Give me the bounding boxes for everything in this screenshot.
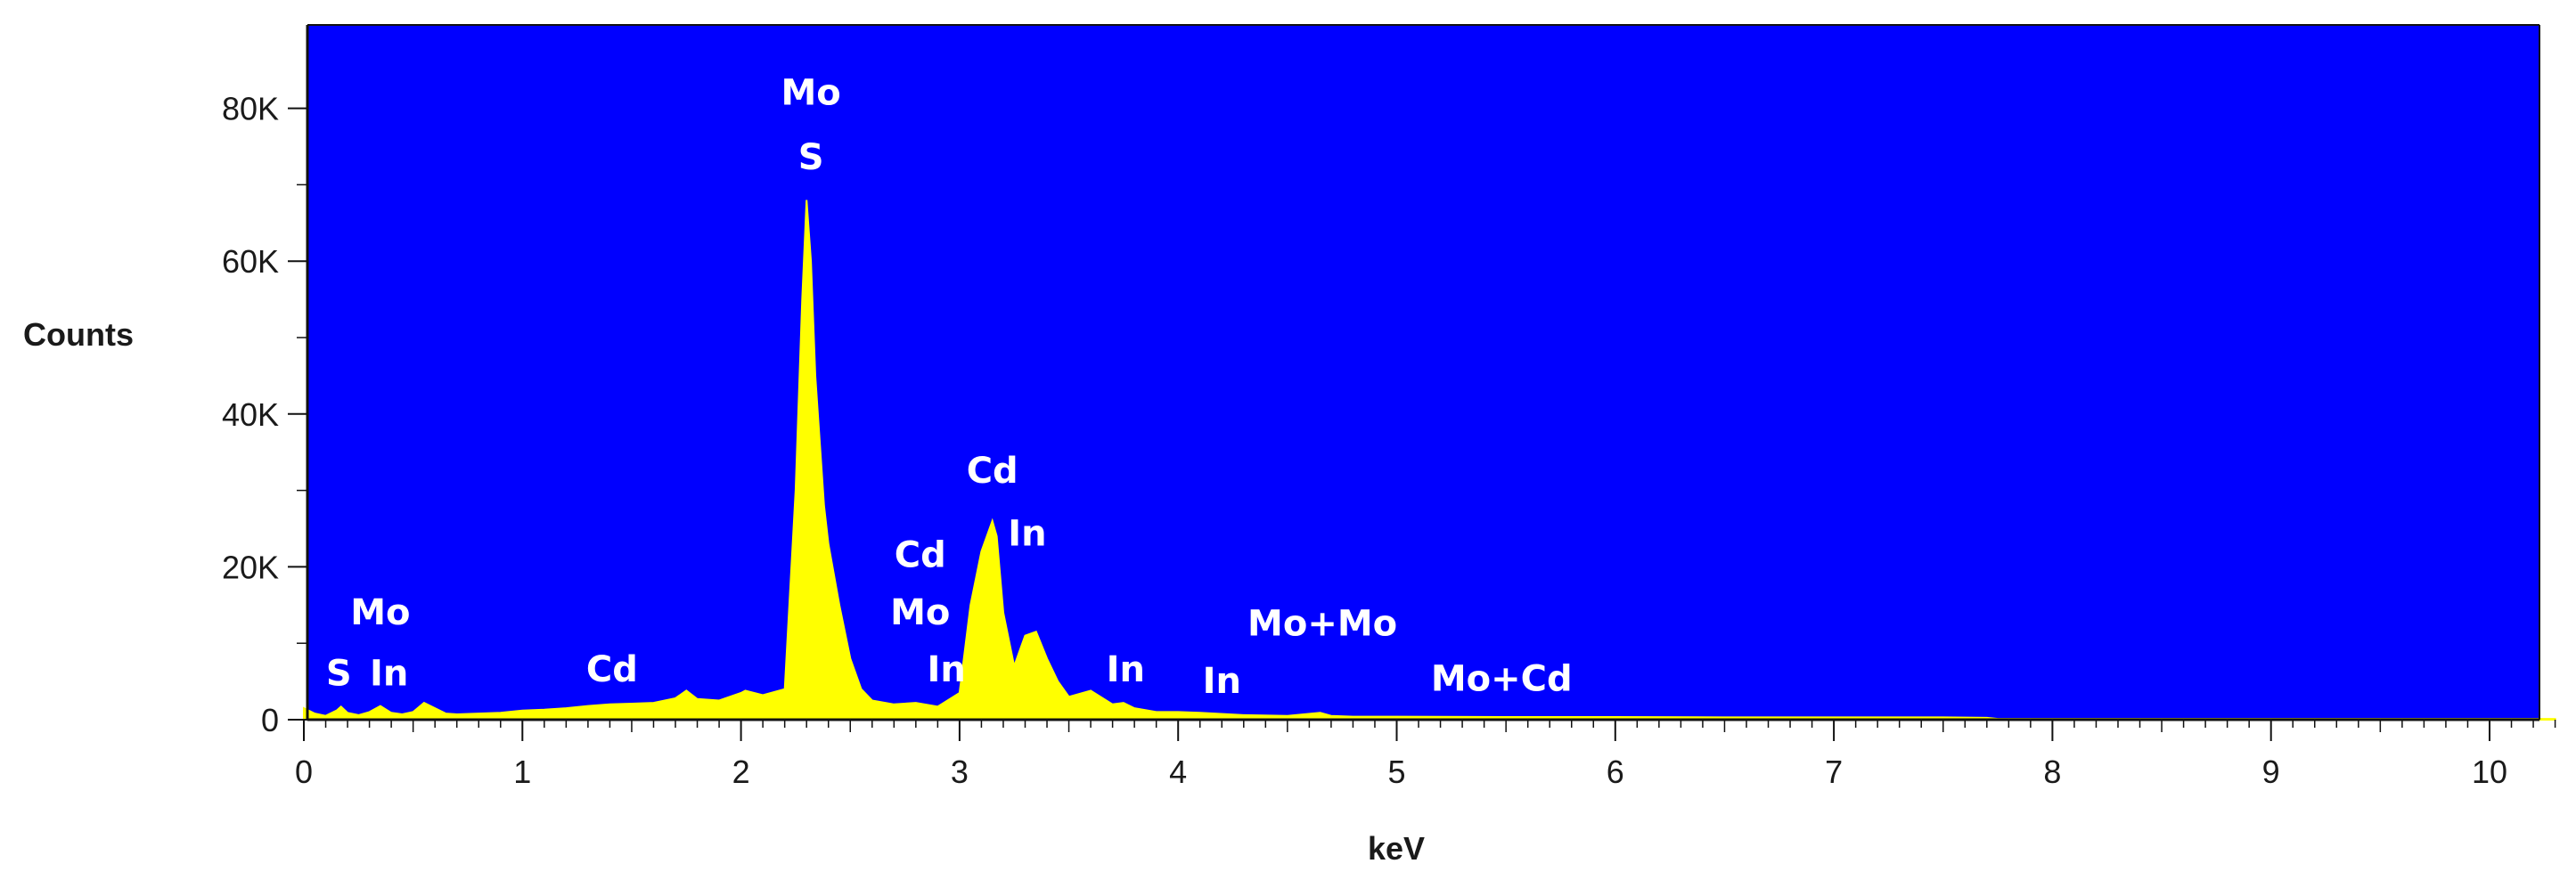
- peak-label: Cd: [967, 451, 1018, 492]
- x-tick-label: 7: [1825, 754, 1843, 790]
- x-tick-label: 3: [951, 754, 969, 790]
- peak-label: In: [1008, 513, 1046, 554]
- y-axis: 0 20K 40K 60K 80K: [222, 91, 307, 738]
- x-tick-label: 2: [732, 754, 750, 790]
- x-tick-label: 8: [2043, 754, 2061, 790]
- peak-label: In: [1203, 661, 1241, 702]
- peak-label: Mo: [350, 592, 410, 633]
- peak-label: Mo: [781, 72, 840, 113]
- x-tick-label: 5: [1387, 754, 1405, 790]
- peak-label: S: [798, 137, 824, 178]
- y-axis-title: Counts: [23, 316, 134, 353]
- x-tick-label: 1: [513, 754, 531, 790]
- peak-label: In: [1107, 649, 1145, 690]
- x-tick-label: 10: [2472, 754, 2507, 790]
- x-tick-label: 4: [1169, 754, 1187, 790]
- peak-label: In: [370, 653, 408, 694]
- y-tick-label: 60K: [222, 243, 279, 280]
- x-tick-label: 6: [1607, 754, 1624, 790]
- peak-label: Mo: [890, 592, 950, 633]
- peak-label: S: [326, 653, 352, 694]
- y-tick-label: 80K: [222, 91, 279, 127]
- x-tick-label: 9: [2262, 754, 2280, 790]
- y-tick-label: 20K: [222, 549, 279, 585]
- peak-label: Mo+Cd: [1431, 658, 1573, 699]
- plot-frame: [306, 24, 2540, 721]
- x-axis: 0 1 2 3 4 5 6 7 8 9 10: [295, 720, 2556, 790]
- x-tick-label: 0: [295, 754, 313, 790]
- x-axis-title: keV: [1368, 830, 1425, 867]
- peak-label: Mo+Mo: [1247, 604, 1397, 645]
- y-tick-label: 40K: [222, 396, 279, 433]
- peak-label: Cd: [586, 649, 638, 690]
- peak-label: In: [928, 649, 966, 690]
- plot-background: [307, 25, 2539, 720]
- y-tick-label: 0: [261, 702, 279, 738]
- spectrum-series: [303, 200, 2556, 721]
- peak-label: Cd: [895, 534, 946, 575]
